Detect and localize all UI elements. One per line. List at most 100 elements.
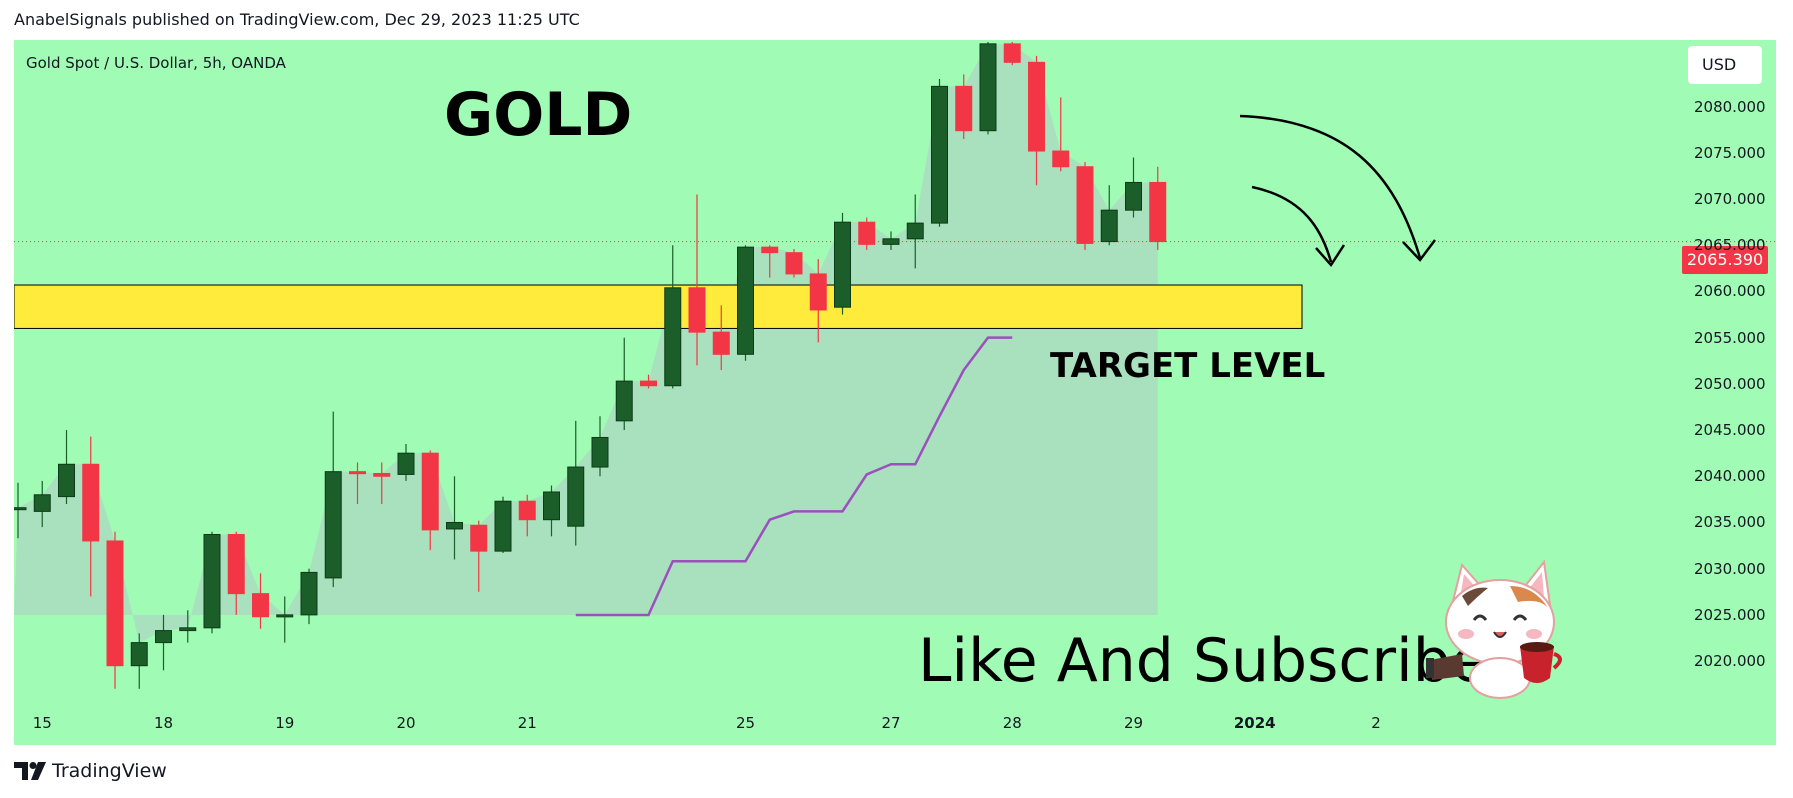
candle-30: [737, 245, 754, 361]
candle-19: [470, 520, 488, 592]
chart-panel[interactable]: Gold Spot / U.S. Dollar, 5h, OANDA USD 2…: [14, 40, 1776, 745]
candle-body: [785, 252, 803, 275]
x-tick-label: 25: [735, 714, 756, 732]
candle-28: [688, 194, 706, 366]
candle-47: [1149, 166, 1167, 250]
short-projection-arrowhead: [1315, 244, 1346, 268]
candle-6: [155, 614, 172, 671]
x-tick-label: 2: [1371, 714, 1381, 732]
candle-body: [543, 491, 560, 521]
candle-38: [931, 78, 948, 227]
candle-body: [421, 452, 439, 531]
tradingview-logo[interactable]: TradingView: [14, 758, 167, 784]
y-tick-label: 2075.000: [1694, 143, 1766, 162]
candle-body: [809, 273, 827, 311]
candle-body: [834, 221, 851, 308]
candle-29: [712, 305, 730, 371]
candle-body: [106, 540, 124, 667]
y-tick-label: 2055.000: [1694, 328, 1766, 347]
candle-body: [227, 533, 245, 595]
x-tick-label: 18: [153, 714, 174, 732]
x-tick-label: 28: [1002, 714, 1022, 732]
candle-44: [1076, 162, 1094, 250]
candle-39: [955, 74, 973, 140]
candle-31: [761, 245, 779, 278]
x-tick-label: 29: [1123, 714, 1144, 732]
candles-layer: [14, 42, 1167, 689]
x-tick-label: 2024: [1233, 714, 1276, 732]
candle-41: [1003, 42, 1021, 66]
long-projection-arrowhead: [1402, 239, 1436, 262]
last-price-tag: 2065.390: [1682, 246, 1768, 274]
candle-12: [300, 568, 318, 625]
target-level-annotation: TARGET LEVEL: [1050, 346, 1326, 386]
candle-body: [1028, 61, 1045, 152]
price-area-shading: [14, 43, 1158, 643]
y-tick-label: 2030.000: [1694, 559, 1766, 578]
candle-23: [567, 420, 585, 546]
candle-36: [882, 231, 900, 250]
candle-body: [688, 287, 706, 333]
candle-body: [446, 521, 463, 530]
candle-7: [179, 610, 197, 643]
candle-42: [1028, 55, 1045, 186]
candle-11: [276, 596, 294, 643]
candle-10: [252, 573, 269, 629]
y-tick-label: 2070.000: [1694, 190, 1766, 209]
candle-3: [82, 436, 100, 597]
x-tick-label: 19: [275, 714, 295, 732]
gold-annotation: GOLD: [444, 80, 633, 150]
symbol-title: Gold Spot / U.S. Dollar, 5h, OANDA: [26, 54, 286, 72]
candle-body: [33, 494, 51, 512]
candle-0: [14, 482, 27, 539]
candle-2: [58, 430, 75, 504]
projection-arrows-layer: [1239, 114, 1436, 268]
y-tick-label: 2020.000: [1694, 652, 1766, 671]
y-tick-label: 2025.000: [1694, 605, 1766, 624]
candle-body: [179, 627, 197, 632]
candle-16: [397, 443, 415, 481]
y-tick-label: 2060.000: [1694, 282, 1766, 301]
candle-37: [906, 194, 924, 269]
candle-40: [979, 42, 997, 135]
candle-21: [518, 494, 536, 537]
candle-body: [1125, 181, 1142, 211]
candle-27: [664, 245, 682, 389]
candle-33: [809, 259, 827, 343]
candle-body: [130, 642, 148, 667]
candle-body: [518, 500, 536, 521]
candle-body: [1052, 150, 1070, 168]
candle-25: [615, 337, 633, 431]
candle-body: [955, 85, 973, 132]
candle-20: [494, 496, 512, 553]
y-tick-label: 2035.000: [1694, 513, 1766, 532]
candle-body: [712, 331, 730, 355]
publish-caption: AnabelSignals published on TradingView.c…: [14, 10, 580, 29]
candle-body: [591, 436, 609, 468]
x-tick-label: 15: [32, 714, 52, 732]
target-zone-layer: [14, 284, 1303, 329]
candlestick-chart[interactable]: [14, 40, 1776, 745]
candle-14: [349, 462, 366, 504]
candle-45: [1100, 185, 1118, 246]
y-tick-label: 2040.000: [1694, 467, 1766, 486]
candle-body: [300, 571, 318, 616]
target-zone-rect: [14, 284, 1303, 329]
currency-selector[interactable]: USD: [1688, 46, 1762, 84]
candle-4: [106, 531, 124, 689]
candle-body: [858, 221, 876, 245]
candle-body: [1076, 166, 1094, 244]
candle-body: [567, 466, 585, 527]
candle-body: [1100, 209, 1118, 243]
price-area-layer: [14, 43, 1158, 643]
x-tick-label: 20: [396, 714, 416, 732]
candle-body: [470, 524, 488, 552]
candle-body: [324, 471, 342, 579]
candle-43: [1052, 97, 1070, 172]
trailing-line-layer: [575, 336, 1013, 617]
candle-5: [130, 633, 148, 689]
candle-body: [349, 471, 366, 475]
candle-body: [494, 500, 512, 552]
candle-34: [834, 212, 851, 315]
candle-22: [543, 485, 560, 537]
